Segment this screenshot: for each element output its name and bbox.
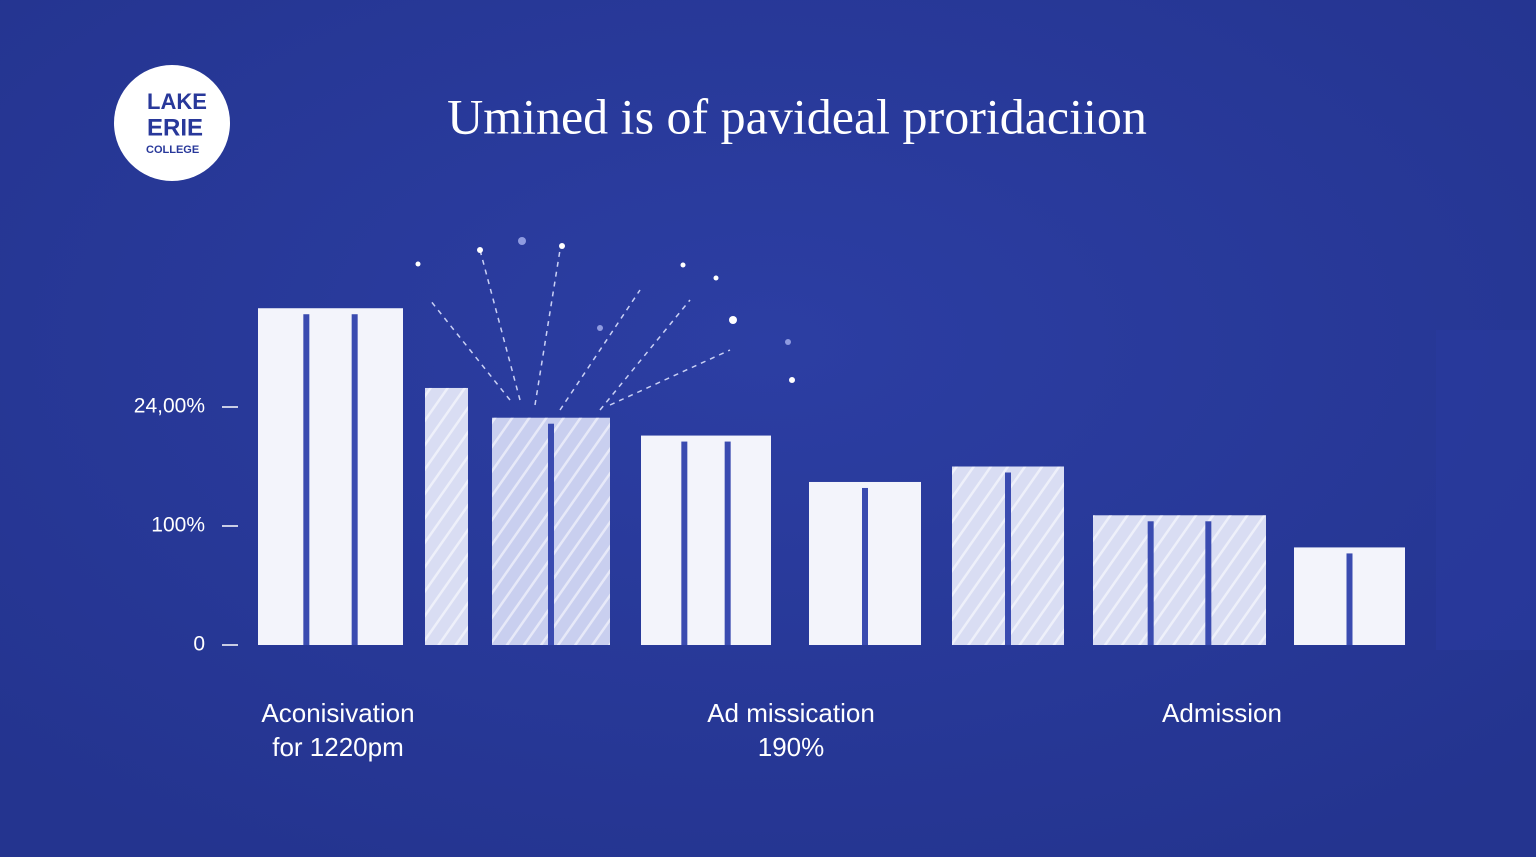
x-tick-label: Ad missication 190% bbox=[707, 698, 875, 762]
bar-seam bbox=[351, 314, 358, 645]
x-tick-label: Admission bbox=[1162, 698, 1282, 728]
bar bbox=[258, 308, 403, 645]
bar-seam bbox=[1346, 553, 1353, 645]
bar-seam bbox=[548, 423, 554, 645]
y-tick-label: 0 bbox=[193, 633, 205, 656]
bar-seam bbox=[1205, 521, 1212, 645]
bar bbox=[641, 435, 771, 645]
background-panel bbox=[1436, 330, 1536, 650]
y-tick-label: 100% bbox=[151, 514, 205, 537]
y-tick-label: 24,00% bbox=[134, 395, 205, 418]
logo-text: LAKE bbox=[147, 89, 207, 114]
chart-title: Umined is of pavideal proridaciion bbox=[447, 88, 1147, 144]
sparkles bbox=[415, 237, 795, 411]
bar-hatch bbox=[425, 387, 468, 645]
logo-text: COLLEGE bbox=[146, 144, 199, 156]
logo-circle bbox=[114, 65, 230, 181]
bar-seam bbox=[1147, 521, 1154, 645]
bar-hatch bbox=[1093, 515, 1266, 645]
logo: LAKE ERIE COLLEGE bbox=[114, 65, 230, 181]
logo-text: ERIE bbox=[147, 114, 203, 141]
bar-seam bbox=[862, 487, 868, 645]
bar-seam bbox=[681, 441, 688, 645]
bar-seam bbox=[303, 314, 310, 645]
x-tick-label: Aconisivation for 1220pm bbox=[261, 698, 414, 762]
bar-seam bbox=[1005, 472, 1011, 645]
bar-seam bbox=[724, 441, 731, 645]
